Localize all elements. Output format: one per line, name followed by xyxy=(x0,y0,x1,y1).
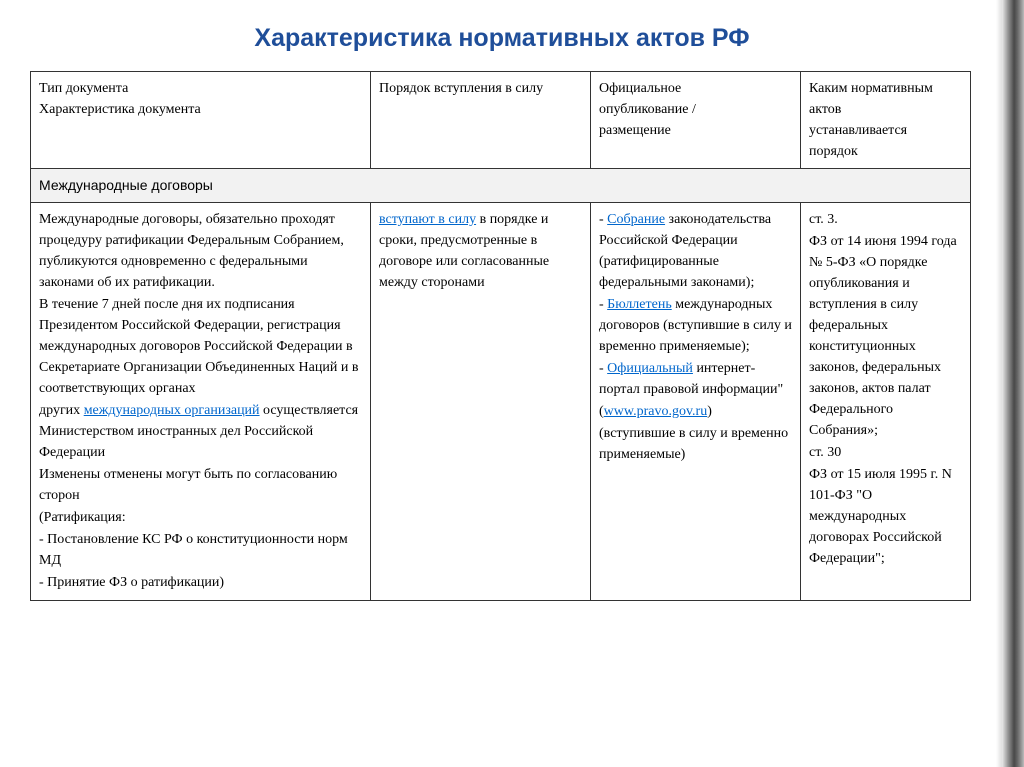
link-official-portal[interactable]: Официальный xyxy=(607,361,693,376)
header-text: Порядок вступления в силу xyxy=(379,81,543,96)
section-row: Международные договоры xyxy=(31,169,971,203)
header-text: Характеристика документа xyxy=(39,102,201,117)
cell-publication: - Собрание законодательства Российской Ф… xyxy=(591,203,801,601)
link-enter-into-force[interactable]: вступают в силу xyxy=(379,212,476,227)
link-collection[interactable]: Собрание xyxy=(607,212,665,227)
header-text: Официальное xyxy=(599,81,681,96)
header-text: опубликование / xyxy=(599,102,696,117)
paragraph: - Постановление КС РФ о конституционност… xyxy=(39,529,362,571)
section-heading: Международные договоры xyxy=(31,169,971,203)
table-row: Международные договоры, обязательно прох… xyxy=(31,203,971,601)
normative-acts-table: Тип документа Характеристика документа П… xyxy=(30,71,971,601)
cell-normative-basis: ст. 3. ФЗ от 14 июня 1994 года № 5-ФЗ «О… xyxy=(801,203,971,601)
header-text: порядок xyxy=(809,144,858,159)
link-pravo-gov[interactable]: www.pravo.gov.ru xyxy=(604,404,708,419)
page-title: Характеристика нормативных актов РФ xyxy=(30,24,974,53)
paragraph: ФЗ от 14 июня 1994 года № 5-ФЗ «О порядк… xyxy=(809,231,962,441)
cell-entry-into-force: вступают в силу в порядке и сроки, преду… xyxy=(371,203,591,601)
paragraph: - Принятие ФЗ о ратификации) xyxy=(39,572,362,593)
paragraph: Международные договоры, обязательно прох… xyxy=(39,209,362,293)
text: - xyxy=(599,361,607,376)
link-bulletin[interactable]: Бюллетень xyxy=(607,297,672,312)
paragraph: (Ратификация: xyxy=(39,507,362,528)
paragraph: ст. 30 xyxy=(809,442,962,463)
text: - xyxy=(599,297,607,312)
paragraph: ст. 3. xyxy=(809,209,962,230)
decorative-edge xyxy=(1002,0,1024,767)
paragraph: других международных организаций осущест… xyxy=(39,400,362,463)
header-text: размещение xyxy=(599,123,671,138)
header-col-2: Порядок вступления в силу xyxy=(371,72,591,169)
header-text: устанавливается xyxy=(809,123,907,138)
table-header-row: Тип документа Характеристика документа П… xyxy=(31,72,971,169)
text: ) xyxy=(707,404,712,419)
paragraph: (вступившие в силу и временно применяемы… xyxy=(599,423,792,465)
paragraph: (www.pravo.gov.ru) xyxy=(599,401,792,422)
cell-doc-type: Международные договоры, обязательно прох… xyxy=(31,203,371,601)
text: других xyxy=(39,403,84,418)
text: - xyxy=(599,212,607,227)
header-col-4: Каким нормативным актов устанавливается … xyxy=(801,72,971,169)
header-col-3: Официальное опубликование / размещение xyxy=(591,72,801,169)
paragraph: В течение 7 дней после дня их подписания… xyxy=(39,294,362,399)
header-col-1: Тип документа Характеристика документа xyxy=(31,72,371,169)
paragraph: - Собрание законодательства Российской Ф… xyxy=(599,209,792,293)
link-international-orgs[interactable]: международных организаций xyxy=(84,403,260,418)
slide: Характеристика нормативных актов РФ Тип … xyxy=(0,0,1024,767)
paragraph: Изменены отменены могут быть по согласов… xyxy=(39,464,362,506)
header-text: Каким нормативным xyxy=(809,81,933,96)
paragraph: ФЗ от 15 июля 1995 г. N 101-ФЗ "О междун… xyxy=(809,464,962,569)
paragraph: - Официальный интернет-портал правовой и… xyxy=(599,358,792,400)
paragraph: - Бюллетень международных договоров (вст… xyxy=(599,294,792,357)
header-text: актов xyxy=(809,102,841,117)
header-text: Тип документа xyxy=(39,81,128,96)
paragraph: вступают в силу в порядке и сроки, преду… xyxy=(379,209,582,293)
